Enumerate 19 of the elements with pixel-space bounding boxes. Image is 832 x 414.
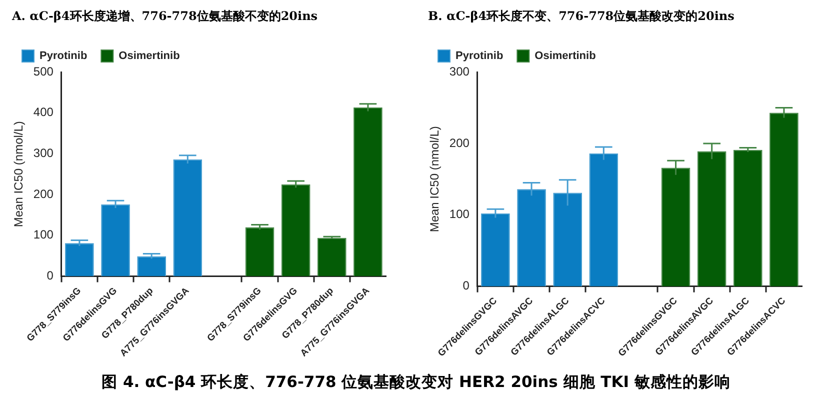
y-axis-title: Mean IC50 (nmol/L): [428, 126, 442, 232]
chart-title: A. αC-β4环长度递增、776-778位氨基酸不变的20ins: [12, 8, 319, 25]
y-tick-label: 400: [33, 105, 54, 120]
y-tick-label: 500: [33, 64, 54, 78]
y-tick-label: 100: [33, 228, 54, 242]
y-tick-label: 100: [449, 207, 470, 222]
y-tick-label: 200: [449, 136, 470, 150]
y-tick-label: 0: [46, 268, 54, 283]
legend-label: Pyrotinib: [456, 50, 504, 62]
y-axis-title: Mean IC50 (nmol/L): [12, 121, 26, 228]
legend-label: Pyrotinib: [40, 50, 88, 62]
caption: 图 4. αC-β4 环长度、776-778 位氨基酸改变对 HER2 20ins 细胞 TKI 敏感性的影响: [102, 373, 730, 391]
y-tick-label: 0: [462, 278, 470, 293]
y-tick-label: 300: [33, 146, 54, 160]
legend-label: Osimertinib: [534, 50, 596, 62]
y-tick-label: 200: [33, 186, 54, 201]
y-tick-label: 300: [449, 64, 470, 78]
chart-title: B. αC-β4环长度不变、776-778位氨基酸改变的20ins: [428, 8, 736, 25]
legend-label: Osimertinib: [118, 50, 180, 62]
